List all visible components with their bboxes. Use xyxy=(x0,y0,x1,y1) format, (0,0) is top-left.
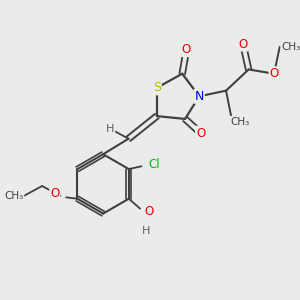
Text: O: O xyxy=(269,67,279,80)
Text: O: O xyxy=(144,205,153,218)
Text: H: H xyxy=(106,124,114,134)
Text: O: O xyxy=(182,43,191,56)
Text: CH₃: CH₃ xyxy=(230,117,250,127)
Text: O: O xyxy=(238,38,247,50)
Text: O: O xyxy=(50,187,59,200)
Text: CH₃: CH₃ xyxy=(4,191,23,201)
Text: S: S xyxy=(153,81,161,94)
Text: Cl: Cl xyxy=(148,158,160,171)
Text: H: H xyxy=(142,226,150,236)
Text: CH₃: CH₃ xyxy=(281,42,300,52)
Text: O: O xyxy=(196,127,205,140)
Text: N: N xyxy=(194,90,204,103)
